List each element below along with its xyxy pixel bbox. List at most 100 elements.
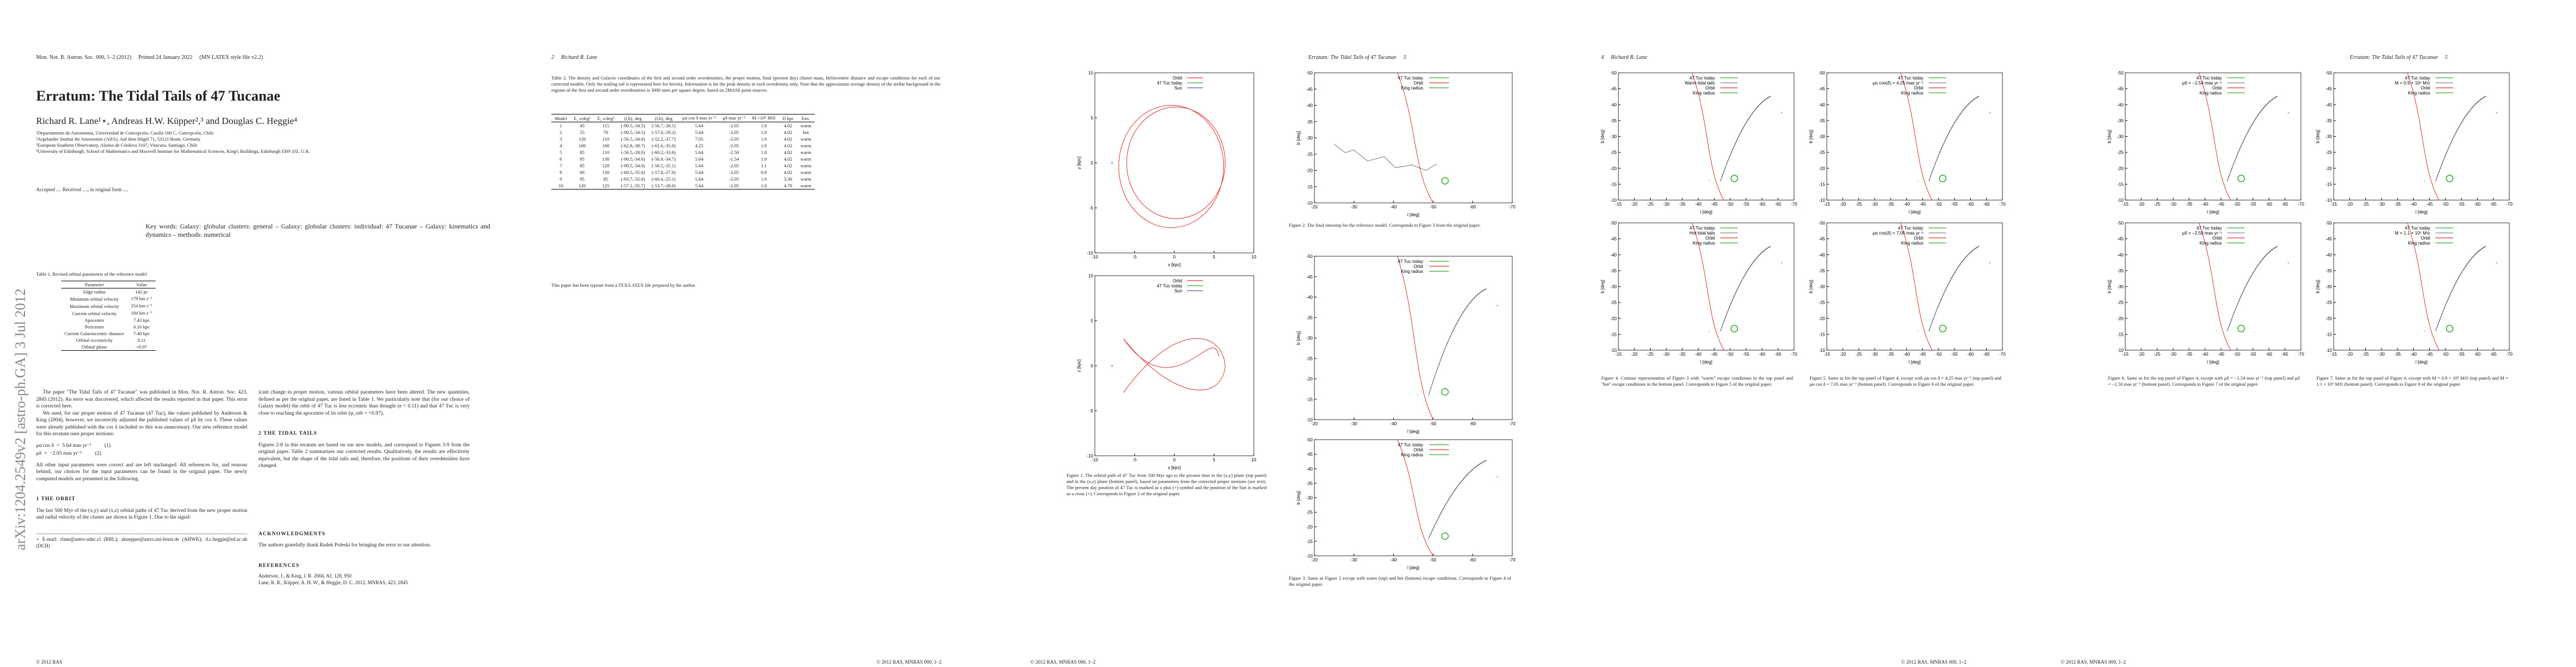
star: [2265, 255, 2266, 256]
star: [1968, 253, 1969, 255]
star: [2254, 270, 2255, 271]
table-cell: 55: [580, 130, 585, 135]
star: [2481, 248, 2482, 250]
table-cell: 110: [602, 150, 610, 155]
star: [1930, 176, 1931, 177]
star: [2460, 122, 2462, 123]
page: Mon. Not. R. Astron. Soc. 000, 1–2 (2012…: [0, 0, 515, 667]
star: [2245, 286, 2246, 287]
star: [1959, 265, 1960, 266]
y-tick-label: -30: [1306, 496, 1313, 501]
star: [1430, 389, 1431, 390]
star: [1747, 270, 1748, 271]
star: [1758, 255, 1760, 256]
star: [2449, 145, 2450, 146]
star: [1745, 123, 1746, 125]
y-tick-label: -30: [1818, 285, 1825, 290]
tail-stars: [2424, 246, 2498, 332]
star: [2460, 273, 2461, 275]
y-tick-label: -25: [2325, 150, 2332, 155]
y-tick-label: -15: [2117, 182, 2124, 187]
legend-label: King radius: [2408, 241, 2430, 246]
star: [1942, 145, 1944, 146]
star: [1948, 283, 1949, 284]
figure-caption: Figure 5. Same as for the top panel of F…: [1810, 375, 2001, 387]
y-tick-label: -35: [1306, 315, 1313, 320]
star: [1484, 289, 1486, 290]
table-cell: 2: [559, 130, 562, 135]
plot: -15 -20 -25 -30 -35 -40 -45 -50 -55 -60 -65 -70-10-…: [1600, 221, 1797, 365]
star: [1479, 463, 1481, 464]
x-tick-label: -65: [2281, 352, 2288, 357]
star: [1727, 161, 1728, 162]
x-tick-label: -30: [1351, 205, 1357, 210]
x-tick-label: -70: [2298, 352, 2304, 357]
reference: Lane, R. R., Küpper, A. H. W., & Heggie,…: [258, 580, 408, 585]
table-cell: (-57.1,-35.7): [621, 183, 645, 188]
orbit-path: [1118, 104, 1224, 228]
star: [2458, 277, 2459, 278]
star: [1977, 246, 1979, 247]
table-cell: 4.02: [784, 143, 793, 148]
star: [1449, 337, 1450, 339]
y-tick-label: -25: [1306, 356, 1313, 361]
x-tick-label: -60: [1967, 202, 1974, 207]
star: [1464, 308, 1466, 310]
legend-label: King radius: [2200, 241, 2222, 246]
table-cell: 1.0: [761, 143, 767, 148]
star: [2260, 261, 2261, 262]
king-radius: [1939, 325, 1947, 332]
star: [2246, 283, 2248, 284]
star: [2245, 136, 2246, 137]
star: [1434, 524, 1436, 525]
x-axis-label: l [deg]: [2415, 210, 2428, 215]
y-tick-label: -10: [1306, 201, 1313, 206]
table-row: Model Σ₁ s/deg² Σ₂ s/deg² (l,b)₁ deg (l,b)₂ …: [551, 114, 815, 122]
table-cell: warm: [800, 123, 811, 128]
x-tick-label: -35: [2394, 352, 2401, 357]
y-tick-label: -30: [1610, 135, 1617, 140]
x-tick-label: -40: [2202, 202, 2209, 207]
star: [2231, 168, 2233, 170]
star: [1731, 301, 1732, 302]
table-body: Edge radius 142 pc Minimum orbital velocit…: [61, 288, 156, 351]
star: [1450, 335, 1451, 336]
table-cell: 120: [579, 136, 586, 142]
column-header: Σ₂ s/deg²: [597, 115, 615, 121]
y-tick-label: -15: [1610, 182, 1617, 187]
star: [1769, 246, 1770, 247]
table-cell: (-60.4,-25.1): [651, 176, 676, 182]
section-heading: 1 THE ORBIT: [36, 496, 76, 502]
x-axis-label: x [kpc]: [1168, 465, 1180, 470]
star: [2446, 302, 2447, 303]
legend-label: Orbit: [1413, 447, 1423, 452]
x-tick-label: -25: [1856, 352, 1862, 357]
x-tick-label: -50: [1430, 421, 1437, 426]
star: [2251, 273, 2253, 275]
star: [1941, 147, 1942, 148]
y-tick-label: -20: [1818, 316, 1825, 321]
star: [1747, 120, 1748, 121]
star: [2248, 280, 2249, 281]
y-axis-label: b [deg]: [1808, 280, 1813, 293]
y-tick-label: -45: [1306, 275, 1313, 280]
table-cell: -2.50: [729, 150, 739, 155]
y-tick-label: -20: [2117, 316, 2124, 321]
star: [1737, 137, 1738, 138]
star: [2469, 110, 2470, 111]
x-tick-label: -20: [1311, 421, 1318, 426]
star: [1727, 311, 1728, 312]
legend-label: M = 0.9 × 10⁶ M⊙: [2395, 81, 2430, 86]
typeset-note: This paper has been typeset from a TEX/L…: [551, 282, 696, 288]
star: [2437, 176, 2438, 177]
x-tick-label: -25: [2363, 202, 2369, 207]
x-tick-label: -45: [1920, 352, 1926, 357]
table-cell: 8: [559, 170, 562, 175]
legend-label: M = 1.1 × 10⁶ M⊙: [2395, 231, 2430, 236]
star: [1431, 531, 1432, 532]
x-tick-label: -35: [1679, 352, 1686, 357]
star: [2234, 311, 2235, 312]
star: [1433, 380, 1434, 381]
star: [2438, 173, 2439, 175]
column-header: Model: [555, 115, 567, 121]
